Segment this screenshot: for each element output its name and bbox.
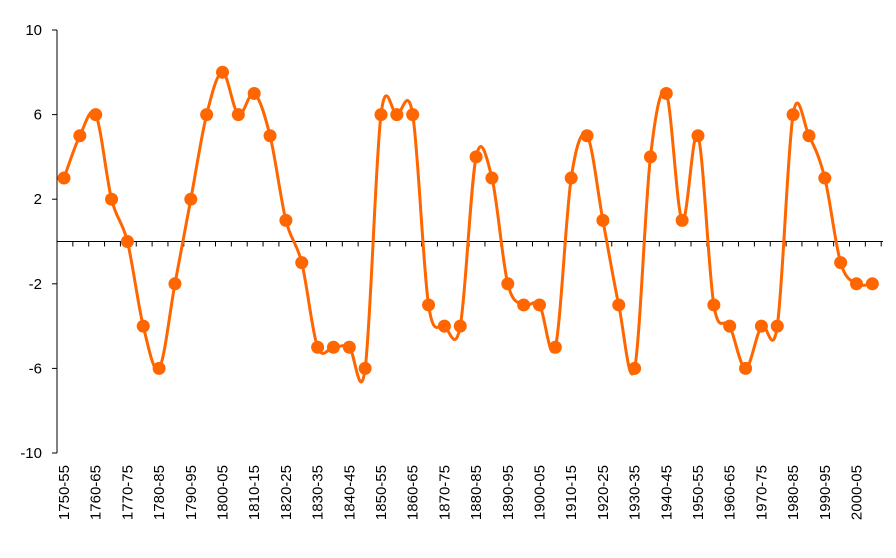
data-point bbox=[564, 171, 578, 185]
x-tick-label: 1830-35 bbox=[310, 465, 327, 520]
data-point bbox=[247, 86, 261, 100]
data-point bbox=[89, 108, 103, 122]
data-point bbox=[548, 340, 562, 354]
data-point bbox=[231, 108, 245, 122]
data-point bbox=[628, 361, 642, 375]
x-tick-label: 1790-95 bbox=[183, 465, 200, 520]
data-point bbox=[168, 277, 182, 291]
y-tick-label: 10 bbox=[25, 22, 42, 39]
data-point bbox=[786, 108, 800, 122]
data-point bbox=[152, 361, 166, 375]
data-point bbox=[57, 171, 71, 185]
x-tick-label: 1780-85 bbox=[151, 465, 168, 520]
x-tick-label: 1840-45 bbox=[341, 465, 358, 520]
data-point bbox=[739, 361, 753, 375]
x-tick-label: 1960-65 bbox=[722, 465, 739, 520]
data-point bbox=[136, 319, 150, 333]
x-ticks bbox=[56, 241, 882, 247]
data-point bbox=[453, 319, 467, 333]
data-point bbox=[358, 361, 372, 375]
data-point bbox=[485, 171, 499, 185]
axes bbox=[56, 30, 883, 453]
data-point bbox=[533, 298, 546, 312]
data-point bbox=[374, 108, 388, 122]
y-tick-label: -6 bbox=[29, 360, 42, 377]
series-line bbox=[62, 70, 873, 384]
data-point bbox=[707, 298, 721, 312]
x-tick-label: 1910-15 bbox=[563, 465, 580, 520]
x-tick-label: 1940-45 bbox=[658, 465, 675, 520]
x-tick-label: 1810-15 bbox=[246, 465, 263, 520]
data-point bbox=[596, 213, 610, 227]
data-point bbox=[691, 129, 705, 143]
data-point bbox=[659, 86, 673, 100]
y-tick-label: 2 bbox=[34, 191, 42, 208]
data-point bbox=[612, 298, 626, 312]
x-tick-label: 1970-75 bbox=[753, 465, 770, 520]
x-tick-label: 1870-75 bbox=[436, 465, 453, 520]
data-point bbox=[326, 340, 340, 354]
x-tick-label: 1820-25 bbox=[278, 465, 295, 520]
x-tick-label: 1920-25 bbox=[595, 465, 612, 520]
data-point bbox=[279, 213, 293, 227]
x-tick-label: 1900-05 bbox=[532, 465, 549, 520]
x-tick-label: 1750-55 bbox=[56, 465, 73, 520]
data-point bbox=[675, 213, 689, 227]
data-point bbox=[73, 129, 87, 143]
data-point bbox=[754, 319, 768, 333]
data-points bbox=[57, 65, 879, 375]
x-tick-label: 1880-85 bbox=[468, 465, 485, 520]
data-point bbox=[390, 108, 404, 122]
data-point bbox=[311, 340, 325, 354]
x-tick-label: 1890-95 bbox=[500, 465, 517, 520]
y-ticks: 10 6 2 -2 -6 -10 bbox=[20, 22, 57, 462]
data-point bbox=[834, 256, 848, 270]
x-tick-label: 1850-55 bbox=[373, 465, 390, 520]
data-point bbox=[437, 319, 451, 333]
data-point bbox=[406, 108, 420, 122]
data-point bbox=[184, 192, 198, 206]
y-tick-label: -2 bbox=[29, 276, 42, 293]
data-point bbox=[850, 277, 863, 291]
x-tick-label: 1980-85 bbox=[785, 465, 802, 520]
data-point bbox=[802, 129, 816, 143]
x-tick-labels: 1750-55 1760-65 1770-75 1780-85 1790-95 1800-… bbox=[56, 465, 866, 520]
data-point bbox=[818, 171, 832, 185]
data-point bbox=[865, 277, 879, 291]
y-tick-label: 6 bbox=[34, 107, 42, 124]
x-tick-label: 1930-35 bbox=[627, 465, 644, 520]
data-point bbox=[263, 129, 277, 143]
data-point bbox=[580, 129, 594, 143]
data-point bbox=[469, 150, 483, 164]
x-tick-label: 1860-65 bbox=[405, 465, 422, 520]
data-point bbox=[643, 150, 657, 164]
data-point bbox=[216, 65, 229, 79]
data-point bbox=[422, 298, 436, 312]
x-tick-label: 2000-05 bbox=[849, 465, 866, 520]
data-point bbox=[770, 319, 784, 333]
data-point bbox=[200, 108, 214, 122]
data-point bbox=[342, 340, 356, 354]
y-tick-label: -10 bbox=[20, 445, 42, 462]
data-point bbox=[723, 319, 737, 333]
data-point bbox=[120, 235, 134, 248]
x-tick-label: 1760-65 bbox=[88, 465, 105, 520]
data-point bbox=[501, 277, 515, 291]
data-point bbox=[295, 256, 309, 270]
x-tick-label: 1950-55 bbox=[690, 465, 707, 520]
data-point bbox=[105, 192, 119, 206]
data-point bbox=[517, 298, 531, 312]
x-tick-label: 1800-05 bbox=[215, 465, 232, 520]
x-tick-label: 1990-95 bbox=[817, 465, 834, 520]
x-tick-label: 1770-75 bbox=[119, 465, 136, 520]
